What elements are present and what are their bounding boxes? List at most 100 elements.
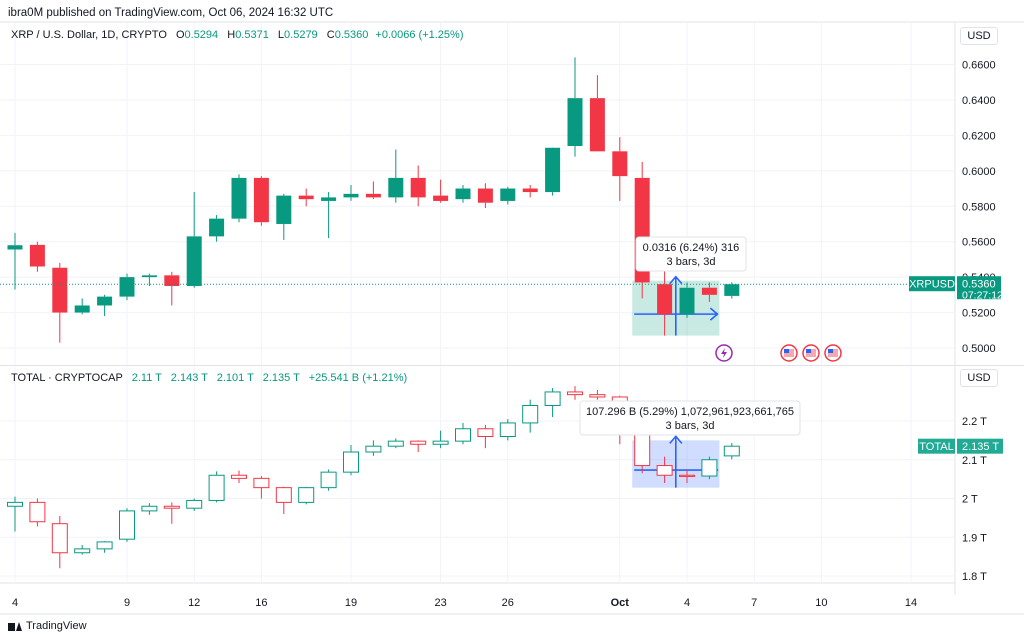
total-candle[interactable] xyxy=(387,440,404,447)
xrp-candle[interactable] xyxy=(455,188,471,200)
total-candle[interactable] xyxy=(567,391,583,396)
measure-label-bottom-line2: 3 bars, 3d xyxy=(666,420,715,432)
total-candle[interactable] xyxy=(365,445,382,453)
total-candle[interactable] xyxy=(141,505,158,512)
total-candle[interactable] xyxy=(208,474,225,501)
total-candle[interactable] xyxy=(477,428,494,437)
symbol-tag-label: XRPUSD xyxy=(909,279,955,291)
total-candle[interactable] xyxy=(343,451,359,473)
total-candle[interactable] xyxy=(231,474,247,479)
us-flag-canton xyxy=(784,349,789,353)
xrp-candle[interactable] xyxy=(298,195,314,200)
xrp-candle[interactable] xyxy=(500,188,516,201)
price-tag-value: 2.135 T xyxy=(962,441,999,453)
total-candle[interactable] xyxy=(522,405,539,424)
total-candle[interactable] xyxy=(320,471,337,489)
x-tick-label: 4 xyxy=(12,597,18,609)
total-candle[interactable] xyxy=(499,422,516,437)
total-candle[interactable] xyxy=(455,428,471,442)
xrp-candle[interactable] xyxy=(545,147,561,193)
xrp-candle[interactable] xyxy=(343,193,359,198)
xrp-candle[interactable] xyxy=(365,193,381,198)
total-candle[interactable] xyxy=(723,445,740,457)
total-candle[interactable] xyxy=(701,459,718,477)
xrp-candle[interactable] xyxy=(477,188,493,203)
legend-top-symbol: XRP / U.S. Dollar, 1D, CRYPTO xyxy=(11,29,167,41)
xrp-candle[interactable] xyxy=(7,245,23,250)
xrp-candle[interactable] xyxy=(119,277,135,297)
total-candle[interactable] xyxy=(7,501,23,507)
xrp-candle[interactable] xyxy=(410,177,426,198)
xrp-candle[interactable] xyxy=(701,287,717,295)
xrp-candle[interactable] xyxy=(612,151,628,177)
legend-top-c-label: C xyxy=(326,29,335,41)
measure-arrowhead-right xyxy=(709,307,719,321)
xrp-candle[interactable] xyxy=(276,195,292,224)
xrp-candle[interactable] xyxy=(209,218,225,237)
xrp-candle[interactable] xyxy=(589,98,605,152)
total-candle[interactable] xyxy=(410,440,427,445)
total-candle[interactable] xyxy=(589,394,606,398)
xrp-candle[interactable] xyxy=(321,197,337,201)
legend-top: XRP / U.S. Dollar, 1D, CRYPTO O0.5294 H0… xyxy=(11,29,464,41)
currency-button-bottom[interactable]: USD xyxy=(960,369,998,387)
xrp-candle[interactable] xyxy=(74,305,90,313)
total-candle[interactable] xyxy=(634,434,651,467)
total-candle[interactable] xyxy=(275,487,292,503)
total-candle[interactable] xyxy=(96,541,113,550)
currency-button-top[interactable]: USD xyxy=(960,27,998,45)
xrp-candle[interactable] xyxy=(522,188,538,193)
xrp-candle[interactable] xyxy=(164,275,180,286)
legend-top-low: 0.5279 xyxy=(284,29,318,41)
total-candle[interactable] xyxy=(186,499,203,509)
legend-top-h-label: H xyxy=(227,29,236,41)
total-candle[interactable] xyxy=(29,501,46,523)
xrp-candle[interactable] xyxy=(679,287,695,315)
total-candle[interactable] xyxy=(432,440,449,445)
x-tick-label: 23 xyxy=(434,597,446,609)
xrp-candle[interactable] xyxy=(186,236,202,286)
total-candle[interactable] xyxy=(74,548,91,554)
total-candle[interactable] xyxy=(119,510,135,540)
x-tick-label: 4 xyxy=(684,597,690,609)
total-candle[interactable] xyxy=(51,523,68,554)
y-tick-label-bottom: 2 T xyxy=(962,494,978,506)
lightning-bolt xyxy=(721,348,727,358)
legend-bottom-open: 2.11 T xyxy=(131,372,162,384)
price-tag-value: 0.5360 xyxy=(962,279,996,291)
total-candle[interactable] xyxy=(544,391,561,406)
y-tick-label-top: 0.5000 xyxy=(962,343,996,355)
total-candle[interactable] xyxy=(656,465,673,476)
xrp-candle[interactable] xyxy=(253,177,269,223)
x-tick-label: 14 xyxy=(905,597,917,609)
x-tick-label: 19 xyxy=(345,597,357,609)
total-candle[interactable] xyxy=(253,477,270,489)
x-tick-label: 26 xyxy=(502,597,514,609)
xrp-candle[interactable] xyxy=(388,177,404,198)
total-candle[interactable] xyxy=(163,505,180,509)
total-candle[interactable] xyxy=(298,487,315,503)
price-tag-countdown: 07:27:12 xyxy=(962,290,1003,302)
legend-top-l-label: L xyxy=(277,29,285,41)
total-candle[interactable] xyxy=(679,474,695,477)
measure-arrowhead-up xyxy=(669,275,683,285)
xrp-candle[interactable] xyxy=(52,267,68,313)
legend-bottom-low: 2.101 T xyxy=(216,372,254,384)
us-flag-canton xyxy=(806,349,811,353)
xrp-candle[interactable] xyxy=(433,195,449,201)
xrp-candle[interactable] xyxy=(567,98,583,147)
xrp-candle[interactable] xyxy=(657,284,673,315)
legend-top-o-label: O xyxy=(175,29,185,41)
x-tick-label: 12 xyxy=(188,597,200,609)
x-tick-label: 10 xyxy=(815,597,827,609)
y-tick-label-top: 0.6000 xyxy=(962,166,996,178)
xrp-candle[interactable] xyxy=(141,275,157,278)
xrp-candle[interactable] xyxy=(29,244,45,267)
legend-bottom-high: 2.143 T xyxy=(170,372,208,384)
y-tick-label-top: 0.5200 xyxy=(962,308,996,320)
xrp-candle[interactable] xyxy=(231,177,247,219)
symbol-tag-xrpusd xyxy=(909,276,955,292)
xrp-candle[interactable] xyxy=(97,296,113,306)
xrp-candle[interactable] xyxy=(724,284,740,296)
